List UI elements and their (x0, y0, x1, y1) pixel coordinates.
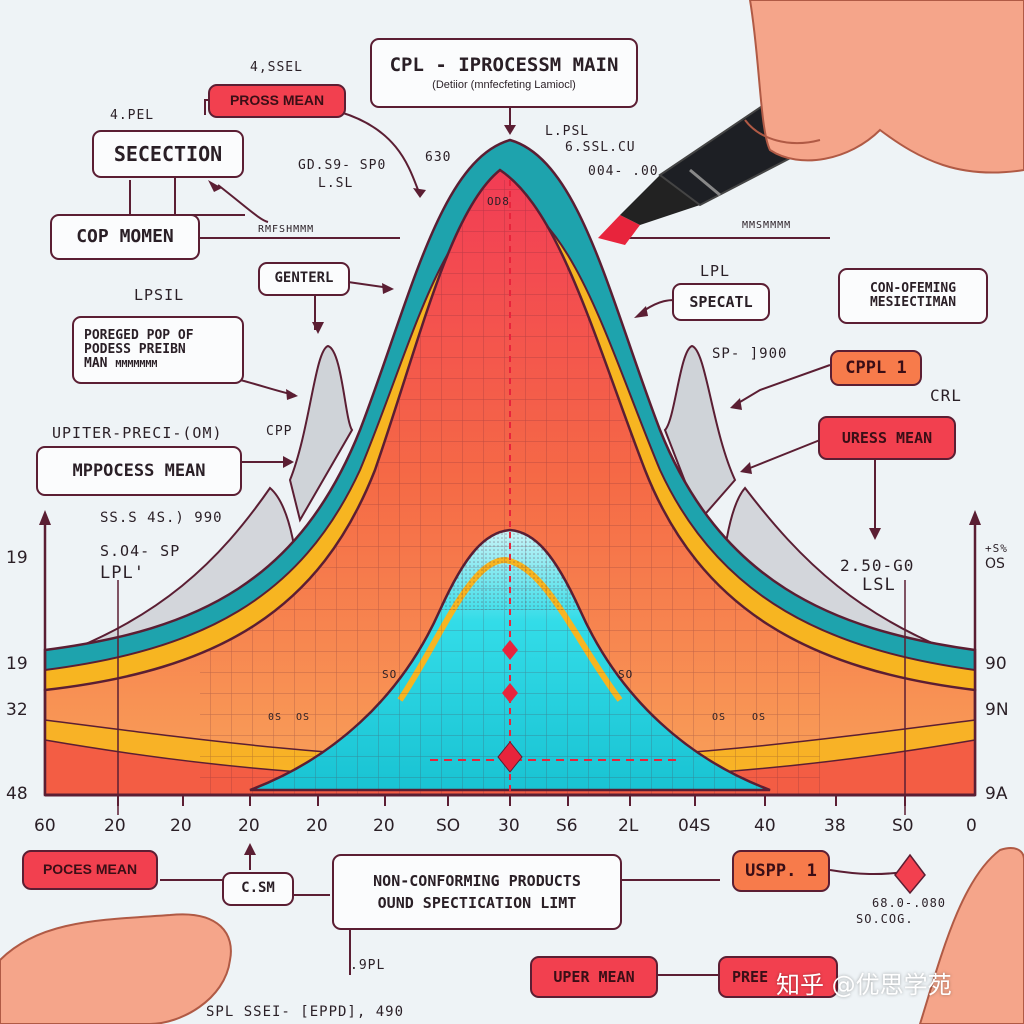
right-tick-1: OS (985, 556, 1005, 572)
cppl1-box: CPPL 1 (830, 350, 922, 386)
nonconf-line1: NON-CONFORMING PRODUCTS (373, 871, 581, 890)
forecast-box: POREGED POP OF PODESS PREIBN MAN MMMMMMM (72, 316, 244, 384)
forecast-line3: MAN (84, 356, 108, 372)
side-peak-right (663, 344, 737, 522)
diamond-marker-2 (502, 683, 518, 703)
x-tick-13: S0 (892, 816, 914, 836)
scribble-mid2: RMFSHMMM (258, 224, 315, 235)
x-tick-11: 40 (754, 816, 776, 836)
mpocess-mean-box: MPPOCESS MEAN (36, 446, 242, 496)
left-tick-2: 19 (6, 654, 28, 674)
label-4pel: 4.PEL (110, 108, 155, 123)
diamond-marker-3 (497, 741, 523, 773)
lpsl-top: L.PSL (545, 124, 590, 139)
side-peak-left (288, 344, 354, 523)
watermark: 知乎 @优思学苑 (776, 971, 952, 999)
left-tick-4: 48 (6, 784, 28, 804)
x-tick-14: 0 (966, 816, 977, 836)
right-tick-4: 9A (985, 784, 1008, 804)
uspp1-box: USPP. 1 (732, 850, 830, 892)
inner-label-left: SO (382, 668, 398, 681)
secection-box: SECECTION (92, 130, 244, 178)
upiter-label: UPITER-PRECI-(OM) (52, 424, 223, 442)
od-label: OD8 (487, 195, 510, 208)
diamond-marker-1 (502, 640, 518, 660)
conforming-line1: CON-OFEMING (869, 280, 957, 296)
n9pl-label: .9PL (350, 958, 386, 973)
x-tick-3: 20 (238, 816, 260, 836)
lsl-right: LSL (862, 575, 896, 595)
x-tick-0: 60 (34, 816, 56, 836)
gentral-box: GENTERL (258, 262, 350, 296)
poces-mean-box: POCES MEAN (22, 850, 158, 890)
title-sub: (Detiior (mnfecfeting Lamiocl) (432, 79, 576, 92)
n50cog-label: SO.COG. (856, 912, 914, 926)
uress-mean-box: URESS MEAN (818, 416, 956, 460)
cop-momen-box: COP MOMEN (50, 214, 200, 260)
nonconf-line2: OUND SPECTICATION LIMT (377, 894, 577, 912)
forecast-scribble: MMMMMMM (115, 359, 158, 371)
n630: 630 (425, 150, 452, 165)
x-tick-10: 04S (678, 816, 711, 836)
right-top-scribble: +S% (985, 542, 1008, 555)
right-tick-2: 90 (985, 654, 1007, 674)
x-tick-4: 20 (306, 816, 328, 836)
title-box: CPL - IPROCESSM MAIN (Detiior (mnfecfeti… (370, 38, 638, 108)
tiny-label-4: OS (752, 712, 767, 723)
cpp-label: CPP (266, 424, 293, 439)
tiny-label-2: OS (296, 712, 311, 723)
title-main: CPL - IPROCESSM MAIN (389, 53, 619, 76)
scribble-0041: 004- .00 (588, 164, 659, 179)
scribble-lsl-cu: 6.SSL.CU (565, 140, 636, 155)
inner-label-right: SO (618, 668, 634, 681)
left-tick-1: 19 (6, 548, 28, 568)
uper-mean-box: UPER MEAN (530, 956, 658, 998)
s04-label: S.O4- SP (100, 542, 181, 560)
red-diamond-marker (894, 853, 926, 895)
x-tick-9: 2L (618, 816, 639, 836)
x-tick-6: SO (436, 816, 461, 836)
left-tick-3: 32 (6, 700, 28, 720)
x-tick-8: S6 (556, 816, 578, 836)
bottom-scribble: SPL SSEI- [EPPD], 490 (206, 1004, 405, 1020)
conforming-box: CON-OFEMING MESIECTIMAN (838, 268, 988, 324)
nonconforming-box: NON-CONFORMING PRODUCTS OUND SPECTICATIO… (332, 854, 622, 930)
lpsil-label: LPSIL (134, 286, 185, 304)
top-scribble: 4,SSEL (250, 60, 303, 75)
lpl-left: LPL' (100, 563, 145, 583)
crl-label: CRL (930, 386, 962, 405)
scribble-mid1: GD.S9- SP0 (298, 158, 387, 173)
n250-label: 2.50-G0 (840, 556, 915, 575)
right-tick-3: 9N (985, 700, 1009, 720)
lpl-right: LPL (700, 262, 731, 280)
forecast-line1: POREGED POP OF (84, 327, 194, 343)
lsl-top: L.SL (318, 176, 354, 191)
specatl-box: SPECATL (672, 283, 770, 321)
csm-box: C.SM (222, 872, 294, 906)
process-mean-top-box: PROSS MEAN (208, 84, 346, 118)
x-tick-12: 38 (824, 816, 846, 836)
sl-scribble: SS.S 4S.) 990 (100, 510, 223, 526)
tiny-label-1: 0S (268, 712, 283, 723)
scribble-right-top: MMSMMMM (742, 220, 792, 231)
sp-label: SP- ]900 (712, 346, 788, 362)
x-tick-2: 20 (170, 816, 192, 836)
forecast-line2: PODESS PREIBN (84, 341, 186, 357)
x-tick-7: 30 (498, 816, 520, 836)
x-tick-1: 20 (104, 816, 126, 836)
n680-label: 68.0-.080 (872, 896, 947, 910)
pree-box: PREE (718, 956, 838, 998)
conforming-line2: MESIECTIMAN (869, 295, 957, 310)
tiny-label-3: OS (712, 712, 727, 723)
x-tick-marks (117, 795, 906, 806)
x-tick-5: 20 (373, 816, 395, 836)
